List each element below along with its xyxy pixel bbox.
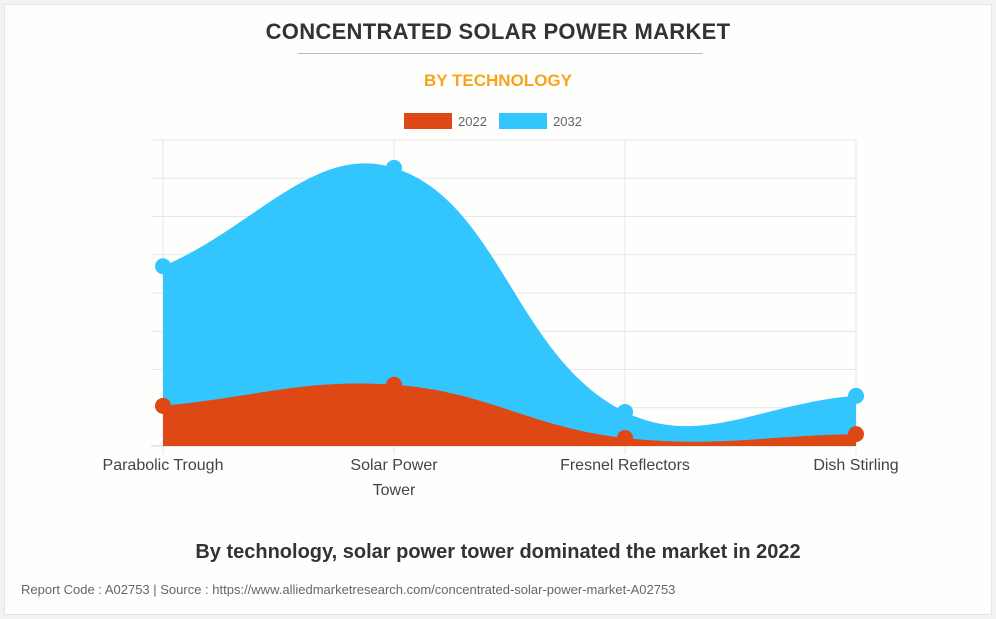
data-point-2032: [617, 403, 633, 420]
x-tick-label: Fresnel Reflectors: [560, 457, 690, 474]
x-tick-label: Dish Stirling: [813, 457, 898, 474]
area-series-2032: [163, 163, 856, 446]
area-series-2022: [163, 383, 856, 446]
source-footer: Report Code : A02753 | Source : https://…: [21, 582, 676, 597]
title-divider: [298, 53, 703, 54]
chart-caption: By technology, solar power tower dominat…: [195, 541, 801, 563]
data-point-2032: [848, 387, 864, 404]
legend-swatch-2022: [404, 113, 452, 129]
x-tick-label: Parabolic Trough: [103, 457, 224, 474]
chart-title: CONCENTRATED SOLAR POWER MARKET: [265, 19, 731, 44]
x-tick-label: Solar Power Tower: [350, 457, 438, 499]
data-point-2022: [617, 429, 633, 446]
data-point-2022: [848, 426, 864, 443]
data-point-2032: [386, 159, 402, 176]
legend-label-2032: 2032: [553, 114, 582, 129]
legend-swatch-2032: [499, 113, 547, 129]
data-point-2022: [155, 397, 171, 414]
legend-label-2022: 2022: [458, 114, 487, 129]
data-point-2032: [155, 258, 171, 275]
chart-subtitle: BY TECHNOLOGY: [424, 71, 572, 90]
data-point-2022: [386, 376, 402, 393]
